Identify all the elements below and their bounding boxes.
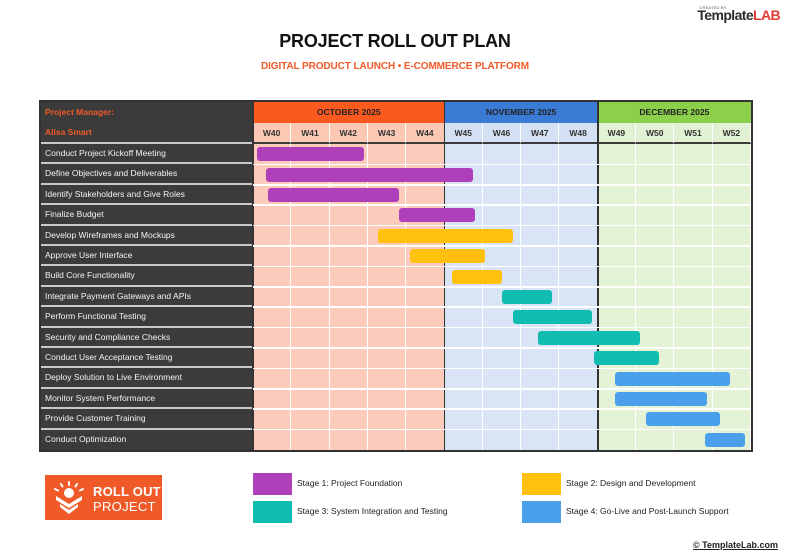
- task-label: Build Core Functionality: [41, 266, 253, 287]
- row-gridline: [253, 184, 751, 186]
- month-header: NOVEMBER 2025: [444, 102, 598, 123]
- week-header: W48: [559, 123, 598, 144]
- week-header: W47: [521, 123, 560, 144]
- task-label: Finalize Budget: [41, 205, 253, 226]
- task-bar[interactable]: [377, 228, 514, 243]
- task-label: Perform Functional Testing: [41, 307, 253, 328]
- task-label: Provide Customer Training: [41, 409, 253, 430]
- task-bar[interactable]: [410, 249, 485, 264]
- row-gridline: [253, 408, 751, 410]
- month-header: DECEMBER 2025: [597, 102, 751, 123]
- legend-label: Stage 2: Design and Development: [566, 478, 696, 488]
- row-gridline: [253, 265, 751, 268]
- row-gridline: [253, 163, 751, 166]
- row-gridline: [253, 286, 751, 288]
- task-label: Define Objectives and Deliverables: [41, 164, 253, 185]
- task-label: Monitor System Performance: [41, 389, 253, 410]
- gantt-chart: Project Manager: Alisa Smart Conduct Pro…: [39, 100, 753, 452]
- week-column: [406, 144, 445, 450]
- task-bar[interactable]: [513, 310, 592, 325]
- task-label: Develop Wireframes and Mockups: [41, 226, 253, 246]
- task-label: Conduct Project Kickoff Meeting: [41, 144, 253, 165]
- task-bar[interactable]: [398, 208, 476, 223]
- task-bar[interactable]: [615, 371, 730, 386]
- legend-label: Stage 4: Go-Live and Post-Launch Support: [566, 506, 729, 516]
- legend-swatch: [522, 501, 561, 523]
- templatelab-brand: CREATED BY TemplateLAB: [697, 5, 781, 25]
- week-header: W40: [253, 123, 292, 144]
- legend-swatch: [253, 473, 292, 495]
- task-label: Conduct Optimization: [45, 433, 127, 444]
- legend-label: Stage 1: Project Foundation: [297, 478, 403, 488]
- row-gridline: [253, 428, 751, 431]
- task-bar[interactable]: [268, 188, 399, 202]
- week-header: W43: [367, 123, 407, 144]
- task-bar[interactable]: [538, 330, 640, 345]
- row-gridline: [253, 245, 751, 247]
- week-header: W46: [482, 123, 522, 144]
- week-header: W42: [329, 123, 368, 144]
- task-bar[interactable]: [452, 269, 502, 284]
- task-label: Security and Compliance Checks: [41, 328, 253, 348]
- task-bar[interactable]: [593, 351, 660, 366]
- task-bar[interactable]: [705, 432, 746, 447]
- logo-line-2: PROJECT: [93, 499, 156, 514]
- page-subtitle: DIGITAL PRODUCT LAUNCH • E-COMMERCE PLAT…: [261, 61, 529, 72]
- rocket-chevron-icon: [54, 481, 84, 514]
- templatelab-copyright-link[interactable]: © TemplateLab.com: [693, 540, 778, 550]
- legend-label: Stage 3: System Integration and Testing: [297, 506, 448, 516]
- brand-lab: LAB: [753, 7, 781, 23]
- week-header: W41: [291, 123, 330, 144]
- task-bar[interactable]: [256, 147, 365, 162]
- task-bar[interactable]: [615, 392, 707, 406]
- week-header: W44: [406, 123, 445, 144]
- month-divider: [443, 102, 446, 450]
- task-bar[interactable]: [266, 167, 474, 182]
- month-header: OCTOBER 2025: [253, 102, 445, 123]
- task-label: Approve User Interface: [41, 246, 253, 267]
- task-label: Integrate Payment Gateways and APIs: [41, 287, 253, 308]
- week-header: W50: [636, 123, 675, 144]
- task-label: Conduct User Acceptance Testing: [41, 348, 253, 369]
- brand-created-by: CREATED BY: [699, 5, 727, 10]
- brand-template: Template: [697, 7, 754, 23]
- week-column: [712, 144, 751, 450]
- task-bar[interactable]: [645, 412, 721, 427]
- task-label: Deploy Solution to Live Environment: [41, 368, 253, 389]
- week-header: W49: [597, 123, 637, 144]
- row-gridline: [253, 367, 751, 370]
- week-header: W45: [444, 123, 483, 144]
- logo-line-1: ROLL OUT: [93, 484, 161, 499]
- task-label: Identify Stakeholders and Give Roles: [41, 185, 253, 206]
- month-divider: [597, 102, 599, 450]
- label-divider: [252, 102, 254, 450]
- page-title: PROJECT ROLL OUT PLAN: [279, 31, 511, 51]
- legend-swatch: [522, 473, 561, 495]
- legend-swatch: [253, 501, 292, 523]
- row-gridline: [253, 224, 751, 227]
- project-manager-label: Project Manager:: [45, 107, 114, 117]
- week-header: W51: [674, 123, 713, 144]
- week-column: [559, 144, 598, 450]
- row-gridline: [253, 347, 751, 349]
- row-gridline: [253, 204, 751, 206]
- week-header: W52: [712, 123, 751, 144]
- row-gridline: [253, 326, 751, 329]
- project-manager-name: Alisa Smart: [41, 123, 253, 144]
- task-label-column: Project Manager: Alisa Smart Conduct Pro…: [41, 102, 253, 450]
- roll-out-project-logo: ROLL OUT PROJECT: [45, 475, 162, 520]
- task-bar[interactable]: [502, 290, 552, 304]
- week-column: [444, 144, 483, 450]
- row-gridline: [253, 306, 751, 308]
- row-gridline: [253, 388, 751, 390]
